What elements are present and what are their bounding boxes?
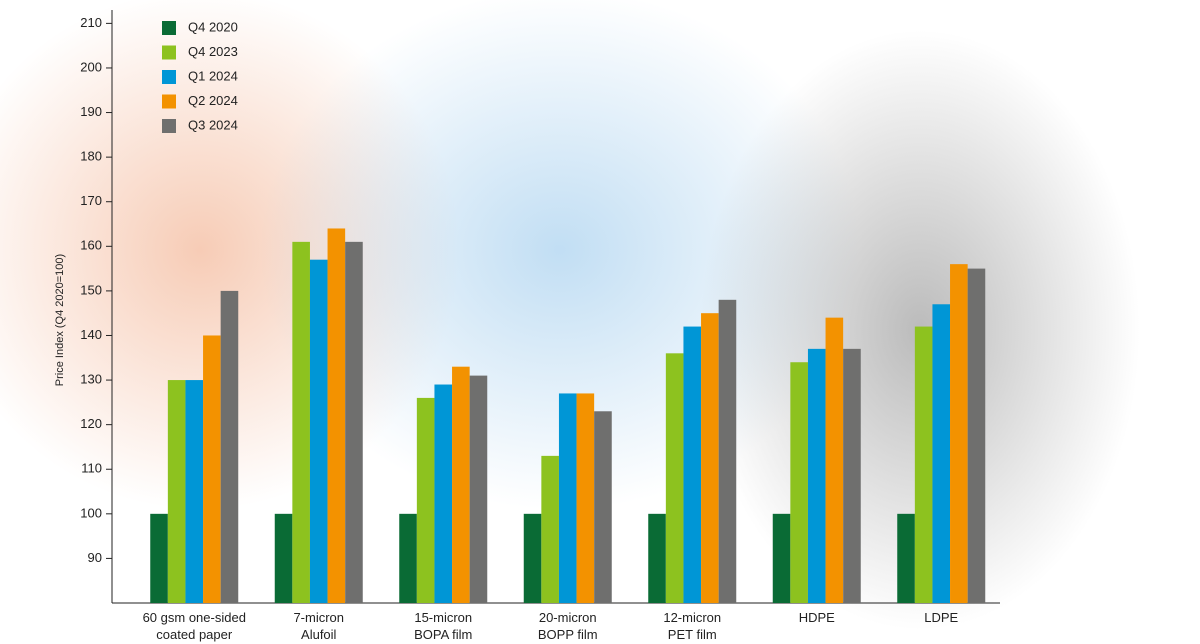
bar	[648, 513, 666, 603]
y-tick-label: 180	[80, 149, 102, 164]
legend-swatch	[162, 70, 176, 84]
legend-label: Q4 2020	[188, 19, 238, 34]
bar	[150, 513, 168, 603]
bar	[220, 290, 239, 603]
bar	[203, 335, 221, 603]
bar	[914, 326, 933, 603]
bar	[469, 375, 488, 603]
y-tick-label: 150	[80, 282, 102, 297]
bar	[594, 411, 612, 603]
bar	[843, 348, 861, 603]
y-tick-label: 110	[81, 461, 102, 476]
legend-label: Q2 2024	[188, 93, 238, 108]
legend-label: Q1 2024	[188, 68, 238, 83]
legend-swatch	[162, 94, 176, 109]
bar	[452, 366, 470, 603]
y-tick-label: 120	[80, 416, 102, 431]
bar	[399, 513, 417, 603]
bar	[327, 228, 346, 603]
bar	[558, 393, 577, 603]
legend-swatch	[162, 45, 176, 60]
bar	[701, 313, 719, 603]
bar	[416, 397, 435, 603]
bar	[167, 380, 186, 603]
bar	[523, 513, 542, 603]
bar	[897, 513, 915, 603]
x-tick-label: 15-micron BOPA film	[414, 610, 473, 642]
bar	[185, 380, 204, 603]
bar	[292, 241, 310, 604]
bar	[772, 513, 791, 603]
bar	[718, 299, 737, 603]
x-tick-label: 7-micron Alufoil	[293, 610, 345, 642]
y-tick-label: 140	[80, 327, 102, 342]
bar	[665, 353, 684, 603]
x-tick-label: LDPE	[924, 610, 959, 625]
bar	[683, 326, 702, 603]
x-tick-label: 12-micron PET film	[663, 610, 722, 642]
legend-label: Q4 2023	[188, 44, 238, 59]
y-tick-label: 90	[88, 550, 102, 565]
bar	[807, 348, 826, 603]
bar	[345, 241, 363, 604]
y-tick-label: 130	[80, 372, 102, 387]
x-tick-label: 60 gsm one-sided coated paper	[142, 610, 246, 642]
bar	[434, 384, 453, 603]
bar	[790, 362, 808, 603]
bar	[967, 268, 986, 603]
y-tick-label: 200	[80, 59, 102, 74]
y-tick-label: 160	[80, 238, 102, 253]
bar	[576, 393, 595, 603]
legend-label: Q3 2024	[188, 117, 238, 132]
y-tick-label: 170	[80, 193, 102, 208]
y-tick-label: 190	[80, 104, 102, 119]
bar	[825, 317, 844, 603]
x-tick-label: HDPE	[798, 610, 835, 625]
x-tick-label: 20-micron BOPP film	[537, 610, 598, 642]
legend-swatch	[162, 119, 176, 133]
y-tick-label: 210	[80, 15, 102, 30]
bar	[274, 513, 293, 603]
bar	[950, 264, 968, 603]
y-axis-label: Price Index (Q4 2020=100)	[54, 254, 66, 386]
bar	[932, 304, 951, 603]
bar	[309, 259, 328, 603]
legend-swatch	[162, 21, 176, 35]
y-tick-label: 100	[80, 505, 102, 520]
bar	[541, 455, 559, 603]
